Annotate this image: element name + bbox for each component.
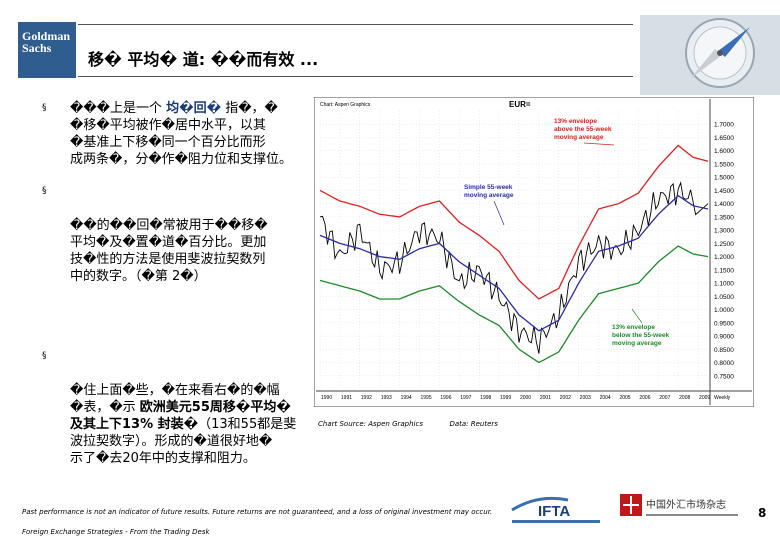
page-number: 8 xyxy=(758,506,767,520)
x-tick-label: 2001 xyxy=(540,395,551,401)
series-line-2 xyxy=(319,144,709,300)
chart-x-axis: 1990 1991 1992 1993 1994 1995 1996 1997 1998 1999… xyxy=(316,390,752,401)
x-tick-label: 1998 xyxy=(480,395,491,401)
china-forex-logo-text: 中国外汇市场杂志 xyxy=(646,498,726,511)
x-tick-label: 1991 xyxy=(341,395,352,401)
bullet-1-text-after: 指�，� �移�平均被作�居中水平，以其 �基准上下移�同一个百分比而形 成两条… xyxy=(70,101,292,167)
chart-source-left: Chart Source: Aspen Graphics xyxy=(318,420,423,428)
annotation-text: 13% envelope xyxy=(612,324,655,331)
annotation-arrow xyxy=(631,308,643,324)
book-title: Foreign Exchange Strategies - From the T… xyxy=(22,528,210,536)
bullet-1: § ���上是一个 均�回� 指�，� �移�平均被作�居中水平，以其 �基准上… xyxy=(42,100,300,168)
x-tick-label: 2003 xyxy=(580,395,591,401)
x-tick-label: 2006 xyxy=(639,395,650,401)
y-tick-label: 1.0000 xyxy=(714,307,734,314)
chart-source-right: Data: Reuters xyxy=(449,420,498,428)
chart-source: Chart Source: Aspen Graphics Data: Reute… xyxy=(318,420,498,428)
ifta-logo-text: IFTA xyxy=(538,503,570,520)
y-tick-label: 1.3000 xyxy=(714,228,734,235)
annotation-text: moving average xyxy=(464,192,514,199)
series-line-1 xyxy=(319,194,709,332)
y-tick-label: 0.9500 xyxy=(714,320,734,327)
annotation-text: below the 55-week xyxy=(612,332,669,339)
y-tick-label: 1.6500 xyxy=(714,135,734,142)
x-tick-label: 2005 xyxy=(619,395,630,401)
x-tick-label: 2007 xyxy=(659,395,670,401)
y-tick-label: 0.9000 xyxy=(714,334,734,341)
eur-usd-envelope-chart: Chart: Aspen Graphics EUR= 1.70001.65001… xyxy=(314,97,754,407)
x-tick-label: 2000 xyxy=(520,395,531,401)
bullet-3-text-before: �住上面�些，�在来看右�的�幅 �表，�示 xyxy=(70,383,280,415)
y-tick-label: 0.7500 xyxy=(714,373,734,380)
y-tick-label: 1.2500 xyxy=(714,241,734,248)
x-tick-label: 1997 xyxy=(460,395,471,401)
china-forex-logo: 中国外汇市场杂志 xyxy=(620,494,738,516)
x-tick-label: 1995 xyxy=(420,395,431,401)
bullet-3: § �住上面�些，�在来看右�的�幅 �表，�示 欧洲美元55周移�平均� 及其… xyxy=(42,348,310,467)
title-rule xyxy=(78,76,633,77)
chart-border xyxy=(314,97,754,407)
annotation-text: 13% envelope xyxy=(554,118,597,125)
bullet-3-highlight: 欧洲美元55周移�平均� 及其上下13% 封装� xyxy=(70,400,291,432)
y-tick-label: 1.4500 xyxy=(714,188,734,195)
y-tick-label: 1.1500 xyxy=(714,267,734,274)
logo-line-1: Goldman xyxy=(22,29,71,43)
bullet-1-highlight: 均�回� xyxy=(166,101,222,116)
goldman-sachs-logo: Goldman Sachs xyxy=(18,22,76,78)
x-tick-label: 2004 xyxy=(600,395,611,401)
y-tick-label: 1.7000 xyxy=(714,122,734,129)
top-rule xyxy=(78,24,633,25)
compass-photo xyxy=(640,15,780,95)
chart-series xyxy=(319,144,709,364)
logo-line-2: Sachs xyxy=(22,41,52,55)
y-tick-label: 1.5500 xyxy=(714,161,734,168)
x-tick-label: 2002 xyxy=(560,395,571,401)
bullet-1-text-before: ���上是一个 xyxy=(70,101,167,116)
y-tick-label: 1.3500 xyxy=(714,214,734,221)
bullet-2-text: ��的��回�常被用于��移� 平均�及�置�道�百分比。更加 技�性的方法是使… xyxy=(70,218,268,284)
x-tick-label: 1996 xyxy=(440,395,451,401)
disclaimer-text: Past performance is not an indicator of … xyxy=(22,508,493,516)
y-tick-label: 1.4000 xyxy=(714,201,734,208)
ifta-logo: IFTA xyxy=(511,496,600,523)
x-tick-label: 1990 xyxy=(321,395,332,401)
y-tick-label: 1.0500 xyxy=(714,294,734,301)
y-tick-label: 1.6000 xyxy=(714,148,734,155)
x-unit-label: Weekly xyxy=(714,395,731,401)
y-tick-label: 1.5000 xyxy=(714,175,734,182)
series-line-3 xyxy=(319,245,709,364)
x-tick-label: 1994 xyxy=(401,395,412,401)
page-title: 移� 平均� 道: ��而有效 ... xyxy=(88,50,319,69)
bullet-marker: § xyxy=(42,186,47,196)
annotation-arrow xyxy=(493,200,505,226)
x-tick-label: 2008 xyxy=(679,395,690,401)
y-tick-label: 1.2000 xyxy=(714,254,734,261)
bullet-2: § ��的��回�常被用于��移� 平均�及�置�道�百分比。更加 技�性的方法… xyxy=(42,183,300,285)
x-tick-label: 1993 xyxy=(381,395,392,401)
chart-header-note: Chart: Aspen Graphics xyxy=(320,102,371,108)
annotation-arrow xyxy=(583,142,615,146)
annotation-text: above the 55-week xyxy=(554,126,612,133)
x-tick-label: 2009 xyxy=(699,395,710,401)
annotation-text: Simple 55-week xyxy=(464,184,513,191)
series-line-0 xyxy=(319,181,709,354)
chart-y-axis: 1.7000 1.6500 1.6000 1.5500 1.5000 1.4500 1.40… xyxy=(709,99,734,405)
x-tick-label: 1999 xyxy=(500,395,511,401)
y-tick-label: 0.8500 xyxy=(714,347,734,354)
annotation-text: moving average xyxy=(554,134,604,141)
y-tick-label: 0.8000 xyxy=(714,360,734,367)
y-tick-label: 1.1000 xyxy=(714,281,734,288)
bullet-marker: § xyxy=(42,351,47,361)
bullet-marker: § xyxy=(42,103,47,113)
chart-title: EUR= xyxy=(509,100,531,109)
bullet-3-text-after: （13和55都是斐 波拉契数字）。形成的�道很好地� 示了�去20年中的支撑和阻… xyxy=(70,417,297,466)
annotation-text: moving average xyxy=(612,340,662,347)
x-tick-label: 1992 xyxy=(361,395,372,401)
